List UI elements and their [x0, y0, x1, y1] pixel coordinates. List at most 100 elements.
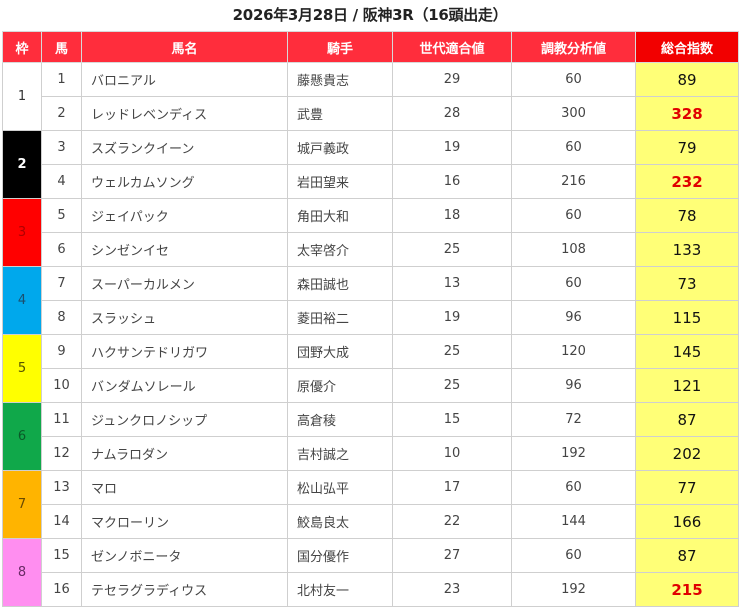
horse-name-cell: マロ [81, 470, 288, 505]
table-row: 1 1 バロニアル 藤懸貴志 29 60 89 [2, 62, 739, 131]
horse-name-cell: ジェイパック [81, 198, 288, 233]
training-analysis-cell: 60 [511, 538, 636, 573]
training-analysis-cell: 60 [511, 130, 636, 165]
total-index-cell: 79 [635, 130, 739, 165]
uma-cell: 14 [41, 504, 82, 539]
col-header-generation-fit: 世代適合値 [392, 31, 512, 63]
jockey-cell: 北村友一 [287, 572, 393, 607]
jockey-cell: 角田大和 [287, 198, 393, 233]
table-row: 6 11 ジュンクロノシップ 高倉稜 15 72 87 [2, 402, 739, 471]
jockey-cell: 菱田裕二 [287, 300, 393, 335]
uma-cell: 13 [41, 470, 82, 505]
generation-fit-cell: 19 [392, 300, 512, 335]
uma-cell: 3 [41, 130, 82, 165]
header-row: 枠 馬 馬名 騎手 世代適合値 調教分析値 総合指数 [2, 31, 739, 63]
waku-cell: 1 [2, 62, 42, 131]
col-header-horse-name: 馬名 [81, 31, 288, 63]
horse-name-cell: スズランクイーン [81, 130, 288, 165]
table-row: 2 レッドレベンディス 武豊 28 300 328 [3, 96, 739, 131]
training-analysis-cell: 108 [511, 232, 636, 267]
waku-cell: 8 [2, 538, 42, 607]
jockey-cell: 高倉稜 [287, 402, 393, 437]
generation-fit-cell: 18 [392, 198, 512, 233]
uma-cell: 16 [41, 572, 82, 607]
total-index-cell: 73 [635, 266, 739, 301]
horse-name-cell: ウェルカムソング [81, 164, 288, 199]
total-index-cell: 89 [635, 62, 739, 97]
table-row: 7 13 マロ 松山弘平 17 60 77 [2, 470, 739, 539]
waku-cell: 3 [2, 198, 42, 267]
generation-fit-cell: 10 [392, 436, 512, 471]
jockey-cell: 太宰啓介 [287, 232, 393, 267]
generation-fit-cell: 17 [392, 470, 512, 505]
horse-name-cell: バロニアル [81, 62, 288, 97]
generation-fit-cell: 28 [392, 96, 512, 131]
table-row: 3 5 ジェイパック 角田大和 18 60 78 [2, 198, 739, 267]
horse-name-cell: シンゼンイセ [81, 232, 288, 267]
table-row: 2 3 スズランクイーン 城戸義政 19 60 79 [2, 130, 739, 199]
total-index-cell: 232 [635, 164, 739, 199]
horse-name-cell: ナムラロダン [81, 436, 288, 471]
training-analysis-cell: 72 [511, 402, 636, 437]
horse-name-cell: ゼンノボニータ [81, 538, 288, 573]
total-index-cell: 87 [635, 538, 739, 573]
generation-fit-cell: 19 [392, 130, 512, 165]
table-row: 8 スラッシュ 菱田裕二 19 96 115 [3, 300, 739, 335]
waku-cell: 5 [2, 334, 42, 403]
horse-name-cell: スーパーカルメン [81, 266, 288, 301]
uma-cell: 1 [41, 62, 82, 97]
training-analysis-cell: 96 [511, 368, 636, 403]
jockey-cell: 武豊 [287, 96, 393, 131]
race-index-table: 枠 馬 馬名 騎手 世代適合値 調教分析値 総合指数 1 1 バロニアル 藤懸貴志 29… [2, 31, 739, 607]
jockey-cell: 鮫島良太 [287, 504, 393, 539]
generation-fit-cell: 25 [392, 334, 512, 369]
horse-name-cell: ジュンクロノシップ [81, 402, 288, 437]
jockey-cell: 城戸義政 [287, 130, 393, 165]
training-analysis-cell: 144 [511, 504, 636, 539]
horse-name-cell: テセラグラディウス [81, 572, 288, 607]
total-index-cell: 121 [635, 368, 739, 403]
training-analysis-cell: 120 [511, 334, 636, 369]
training-analysis-cell: 60 [511, 470, 636, 505]
jockey-cell: 松山弘平 [287, 470, 393, 505]
uma-cell: 10 [41, 368, 82, 403]
training-analysis-cell: 60 [511, 266, 636, 301]
generation-fit-cell: 23 [392, 572, 512, 607]
total-index-cell: 328 [635, 96, 739, 131]
training-analysis-cell: 216 [511, 164, 636, 199]
uma-cell: 8 [41, 300, 82, 335]
uma-cell: 15 [41, 538, 82, 573]
jockey-cell: 団野大成 [287, 334, 393, 369]
total-index-cell: 145 [635, 334, 739, 369]
table-row: 12 ナムラロダン 吉村誠之 10 192 202 [3, 436, 739, 471]
uma-cell: 5 [41, 198, 82, 233]
generation-fit-cell: 25 [392, 368, 512, 403]
waku-cell: 2 [2, 130, 42, 199]
horse-name-cell: レッドレベンディス [81, 96, 288, 131]
uma-cell: 6 [41, 232, 82, 267]
jockey-cell: 吉村誠之 [287, 436, 393, 471]
col-header-uma: 馬 [41, 31, 82, 63]
jockey-cell: 森田誠也 [287, 266, 393, 301]
table-body: 1 1 バロニアル 藤懸貴志 29 60 89 2 レッドレベンディス 武豊 28 300 328 2 3 ス… [2, 62, 739, 607]
total-index-cell: 166 [635, 504, 739, 539]
training-analysis-cell: 300 [511, 96, 636, 131]
horse-name-cell: マクローリン [81, 504, 288, 539]
jockey-cell: 藤懸貴志 [287, 62, 393, 97]
generation-fit-cell: 13 [392, 266, 512, 301]
training-analysis-cell: 60 [511, 198, 636, 233]
waku-cell: 7 [2, 470, 42, 539]
generation-fit-cell: 15 [392, 402, 512, 437]
training-analysis-cell: 192 [511, 572, 636, 607]
generation-fit-cell: 22 [392, 504, 512, 539]
generation-fit-cell: 27 [392, 538, 512, 573]
table-row: 8 15 ゼンノボニータ 国分優作 27 60 87 [2, 538, 739, 607]
col-header-jockey: 騎手 [287, 31, 393, 63]
training-analysis-cell: 60 [511, 62, 636, 97]
total-index-cell: 133 [635, 232, 739, 267]
generation-fit-cell: 25 [392, 232, 512, 267]
uma-cell: 11 [41, 402, 82, 437]
training-analysis-cell: 96 [511, 300, 636, 335]
table-row: 10 バンダムソレール 原優介 25 96 121 [3, 368, 739, 403]
uma-cell: 7 [41, 266, 82, 301]
